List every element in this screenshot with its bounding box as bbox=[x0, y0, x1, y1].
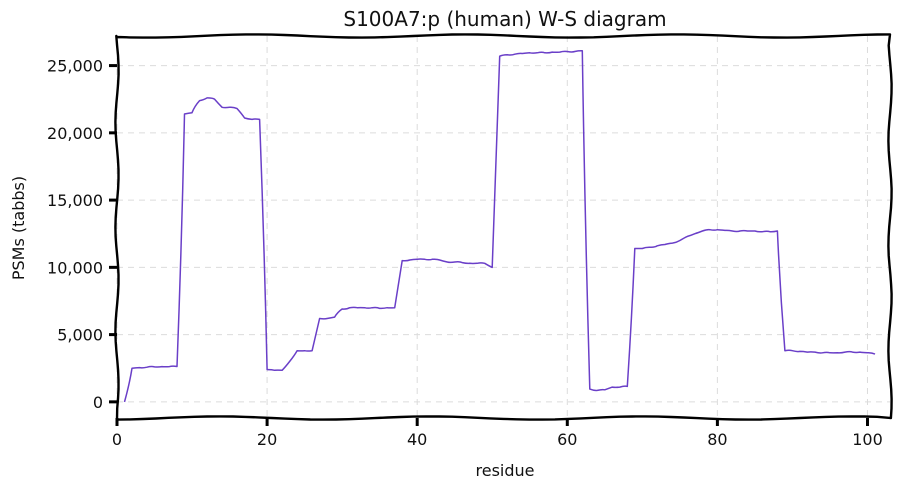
x-tick-label: 100 bbox=[852, 430, 883, 449]
y-axis-ticks: 0 5,000 10,000 15,000 20,000 25,000 bbox=[47, 57, 117, 412]
x-tick-label: 40 bbox=[407, 430, 427, 449]
x-tick-label: 0 bbox=[112, 430, 122, 449]
x-axis-ticks: 0 20 40 60 80 100 bbox=[112, 418, 883, 449]
y-tick-label: 0 bbox=[93, 393, 103, 412]
x-axis-label: residue bbox=[476, 461, 535, 480]
y-tick-label: 25,000 bbox=[47, 57, 103, 76]
y-tick-label: 15,000 bbox=[47, 191, 103, 210]
y-tick-label: 20,000 bbox=[47, 124, 103, 143]
y-tick-label: 5,000 bbox=[57, 326, 103, 345]
y-tick-label: 10,000 bbox=[47, 258, 103, 277]
series-layer bbox=[123, 50, 876, 403]
plot-frame bbox=[114, 33, 893, 421]
series-line bbox=[123, 50, 876, 403]
grid-lines bbox=[116, 36, 890, 418]
chart-title: S100A7:p (human) W-S diagram bbox=[343, 7, 666, 31]
x-tick-label: 80 bbox=[707, 430, 727, 449]
x-tick-label: 20 bbox=[257, 430, 277, 449]
y-axis-label: PSMs (tabbs) bbox=[9, 176, 28, 280]
x-tick-label: 60 bbox=[557, 430, 577, 449]
